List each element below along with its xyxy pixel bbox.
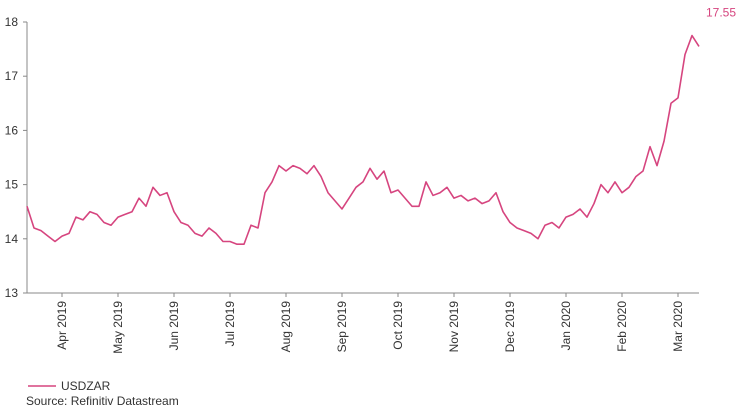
y-tick-label: 15 [5, 178, 19, 192]
x-tick-label: Apr 2019 [55, 301, 69, 350]
x-tick-label: Mar 2020 [671, 301, 685, 352]
y-tick-label: 14 [5, 232, 19, 246]
legend-label: USDZAR [61, 379, 111, 393]
x-tick-label: Jun 2019 [167, 301, 181, 351]
x-tick-label: May 2019 [111, 301, 125, 354]
y-tick-label: 13 [5, 286, 19, 300]
x-tick-label: Feb 2020 [615, 301, 629, 352]
source-note: Source: Refinitiv Datastream [26, 394, 179, 408]
y-tick-label: 18 [5, 15, 19, 29]
x-tick-label: Nov 2019 [447, 301, 461, 353]
x-tick-label: Jan 2020 [559, 301, 573, 351]
end-value-label: 17.55 [706, 5, 736, 19]
y-tick-label: 17 [5, 69, 19, 83]
x-tick-label: Jul 2019 [223, 301, 237, 347]
x-tick-label: Oct 2019 [391, 301, 405, 350]
x-tick-label: Dec 2019 [503, 301, 517, 353]
y-tick-label: 16 [5, 123, 19, 137]
series-line [26, 34, 700, 246]
x-tick-label: Aug 2019 [279, 301, 293, 353]
x-tick-label: Sep 2019 [335, 301, 349, 353]
